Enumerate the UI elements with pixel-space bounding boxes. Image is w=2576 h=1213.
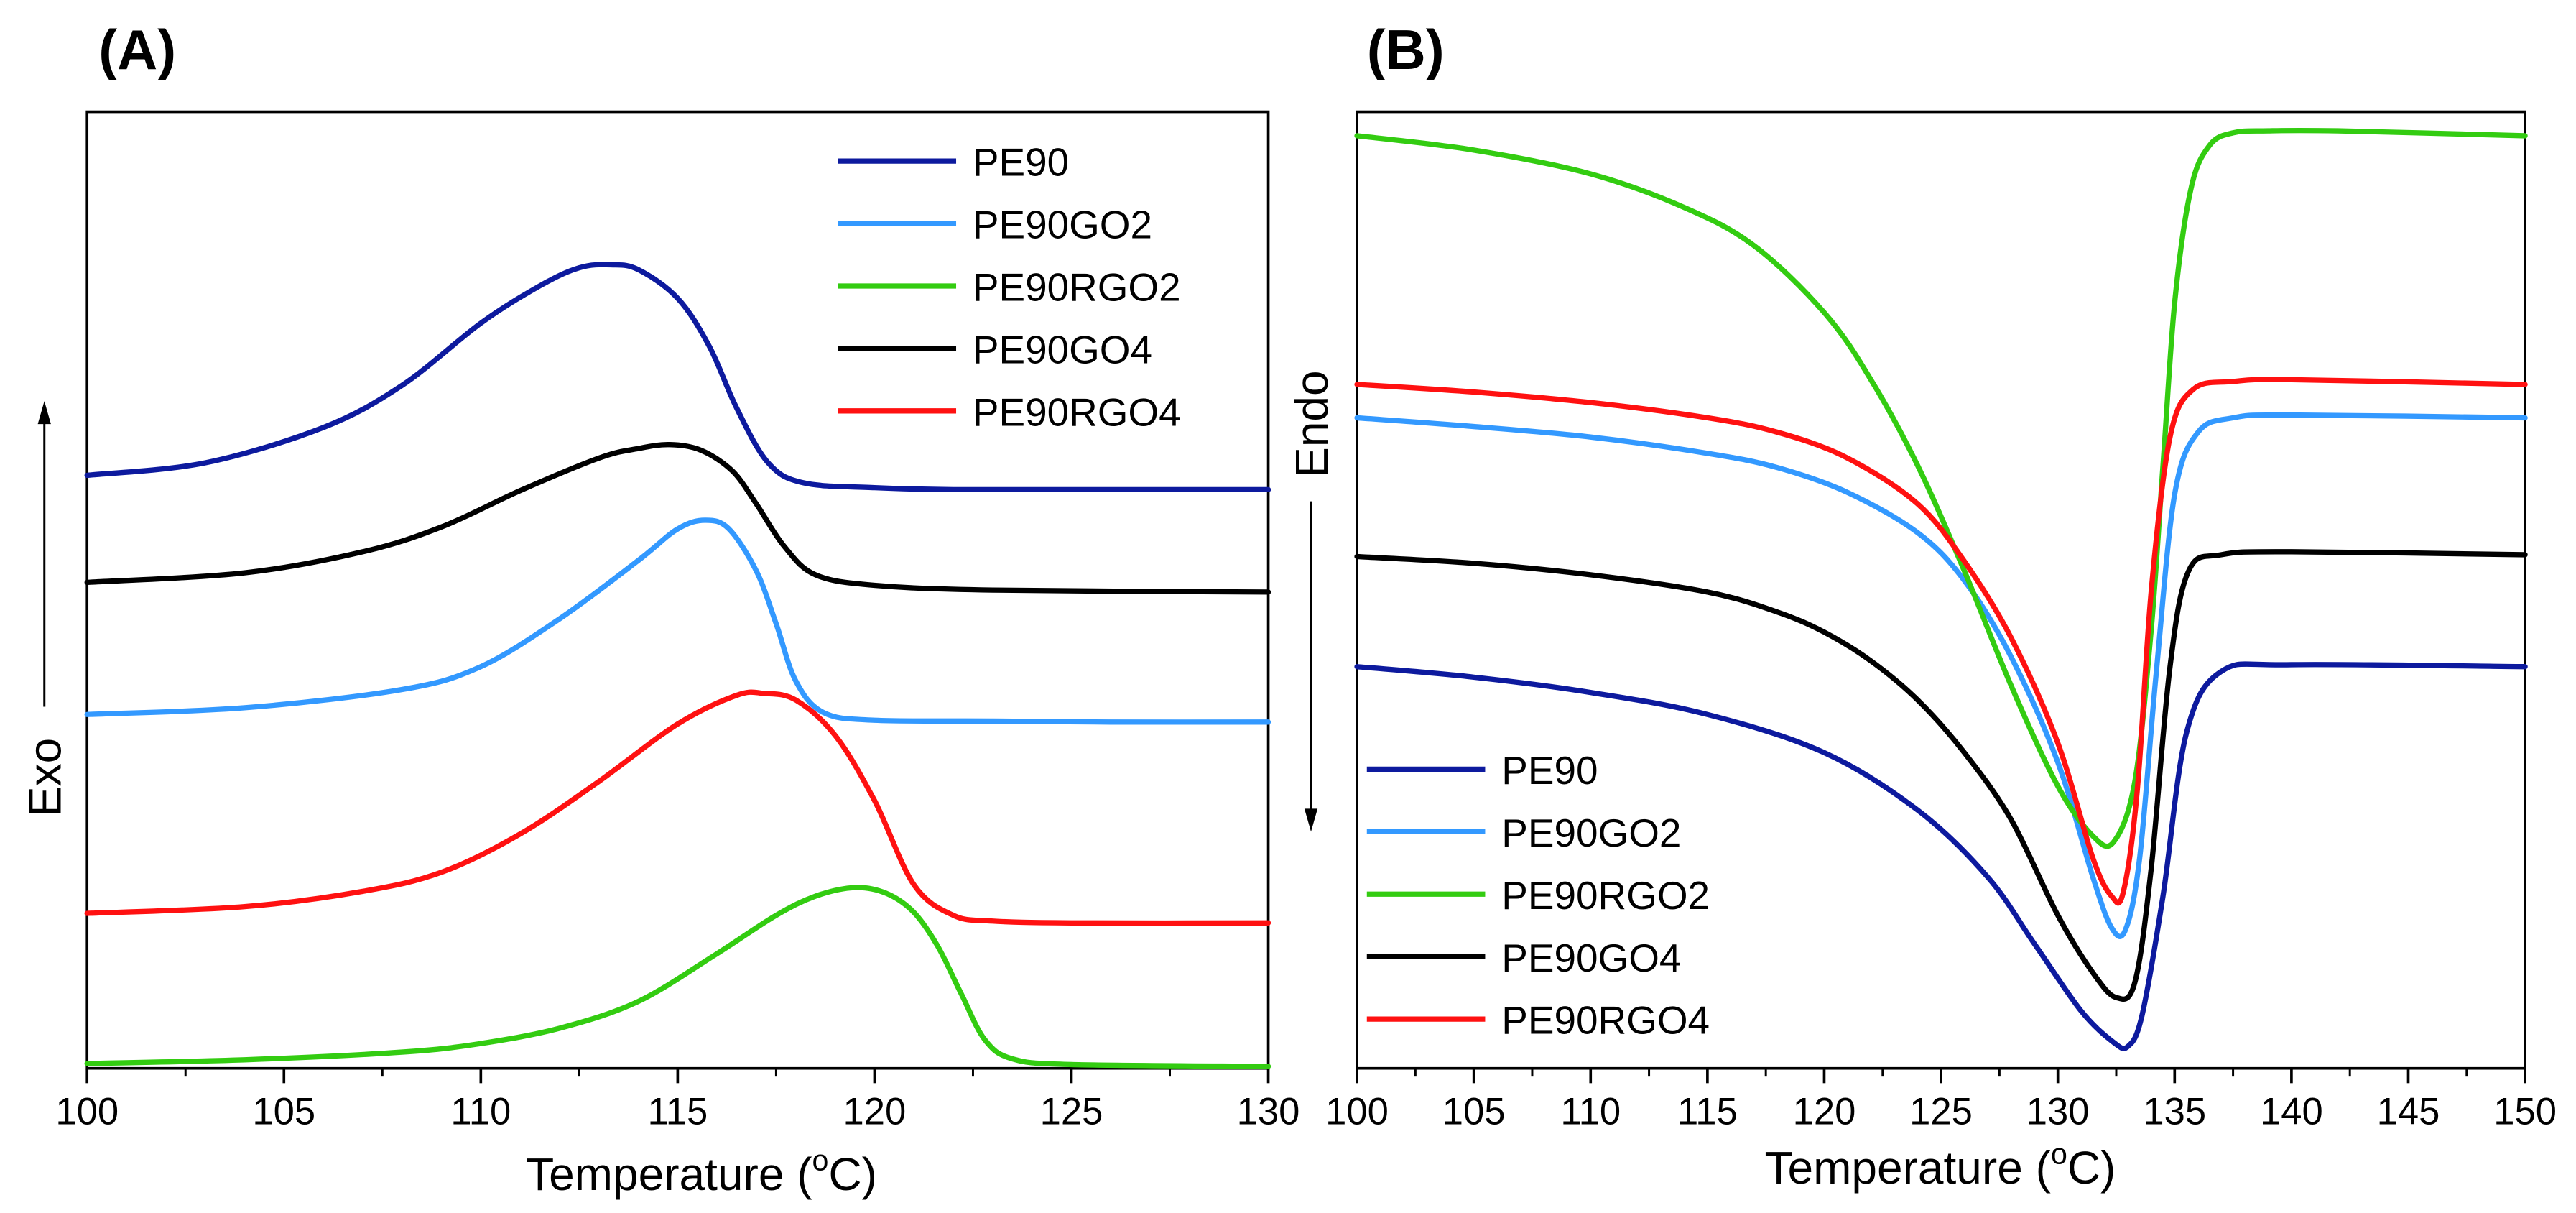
series-line-pe90rgo2: [1354, 127, 2528, 849]
series-line-pe90go2: [84, 517, 1271, 725]
panel-a-x-tick-label: 130: [1237, 1090, 1300, 1133]
panel-a-x-axis-title: Temperature (oC): [526, 1144, 877, 1200]
series-line-pe90: [1354, 661, 2528, 1051]
series-line-pe90rgo4: [1354, 377, 2528, 906]
panel-b-x-tick-label: 145: [2377, 1090, 2440, 1133]
panel-a-x-tick-label: 110: [450, 1090, 511, 1133]
panel-b-x-tick-label: 105: [1442, 1090, 1506, 1133]
panel-a-label: (A): [98, 19, 176, 81]
panel-a-exo-arrow-head: [37, 401, 51, 425]
panel-b-x-tick-label: 110: [1560, 1090, 1621, 1133]
series-line-pe90go4: [1354, 549, 2528, 1002]
panel-a-legend: PE90 PE90GO2 PE90RGO2 PE90GO4 PE90RGO4: [838, 140, 1181, 434]
panel-a-series-lines: [84, 262, 1271, 1069]
panel-b-x-tick-label: 115: [1677, 1090, 1738, 1133]
legend-label-pe90: PE90: [973, 140, 1069, 185]
panel-b-x-tick-label: 120: [1793, 1090, 1856, 1133]
panel-b-x-tick-label: 100: [1325, 1090, 1389, 1133]
panel-a-x-title-prefix: Temperature (: [526, 1148, 812, 1200]
panel-b-x-title-suffix: C): [2067, 1142, 2116, 1194]
panel-a-x-tick-label: 100: [55, 1090, 119, 1133]
legend-label-pe90rgo4: PE90RGO4: [973, 389, 1181, 434]
panel-b-endo-arrow-head: [1304, 808, 1318, 832]
series-line-pe90go2: [1354, 412, 2528, 939]
panel-b-x-axis-title: Temperature (oC): [1764, 1137, 2116, 1193]
legend-label-pe90rgo4: PE90RGO4: [1501, 998, 1710, 1043]
panel-b-x-title-prefix: Temperature (: [1764, 1142, 2050, 1194]
panel-b-x-tick-label: 150: [2493, 1090, 2557, 1133]
panel-a-x-title-degree: o: [812, 1144, 829, 1177]
panel-b-x-tick-label: 140: [2260, 1090, 2323, 1133]
legend-label-pe90rgo2: PE90RGO2: [1501, 873, 1710, 918]
legend-label-pe90: PE90: [1501, 748, 1598, 793]
panel-b-label: (B): [1367, 19, 1445, 81]
legend-label-pe90go2: PE90GO2: [973, 203, 1152, 247]
series-line-pe90rgo4: [84, 689, 1271, 926]
panel-b-x-title-degree: o: [2051, 1137, 2067, 1170]
panel-b-y-axis-label: Endo: [1286, 370, 1338, 478]
legend-label-pe90rgo2: PE90RGO2: [973, 265, 1181, 310]
panel-b-series-lines: [1354, 127, 2528, 1051]
panel-a: (A) 100 105 110 115 120 125 130 PE90PE90GO2PE9…: [19, 19, 1300, 1200]
legend-label-pe90go4: PE90GO4: [973, 327, 1152, 372]
panel-b-x-ticks: 100 105 110 115 120 125 130 135 140 145 150: [1325, 1068, 2557, 1133]
legend-label-pe90go4: PE90GO4: [1501, 936, 1681, 980]
panel-b: (B) 100 105 110 115 120 125 130 135 140 145 150 PE…: [1286, 19, 2557, 1194]
panel-b-legend: PE90 PE90GO2 PE90RGO2 PE90GO4 PE90RGO4: [1366, 748, 1710, 1043]
series-line-pe90go4: [84, 442, 1271, 595]
panel-b-x-tick-label: 135: [2143, 1090, 2206, 1133]
series-line-pe90: [84, 262, 1271, 493]
panel-b-x-tick-label: 125: [1909, 1090, 1973, 1133]
panel-a-x-title-suffix: C): [828, 1148, 877, 1200]
panel-a-x-tick-label: 125: [1040, 1090, 1103, 1133]
panel-a-x-tick-label: 120: [843, 1090, 907, 1133]
panel-a-x-tick-label: 105: [252, 1090, 315, 1133]
panel-b-plot-frame: [1356, 110, 2526, 1070]
panel-b-x-tick-label: 130: [2026, 1090, 2090, 1133]
legend-label-pe90go2: PE90GO2: [1501, 811, 1681, 855]
panel-a-x-ticks: 100 105 110 115 120 125 130: [55, 1068, 1300, 1133]
series-line-pe90rgo2: [84, 885, 1271, 1069]
panel-a-x-tick-label: 115: [647, 1090, 708, 1133]
panel-a-y-axis-label: Exo: [19, 738, 71, 817]
